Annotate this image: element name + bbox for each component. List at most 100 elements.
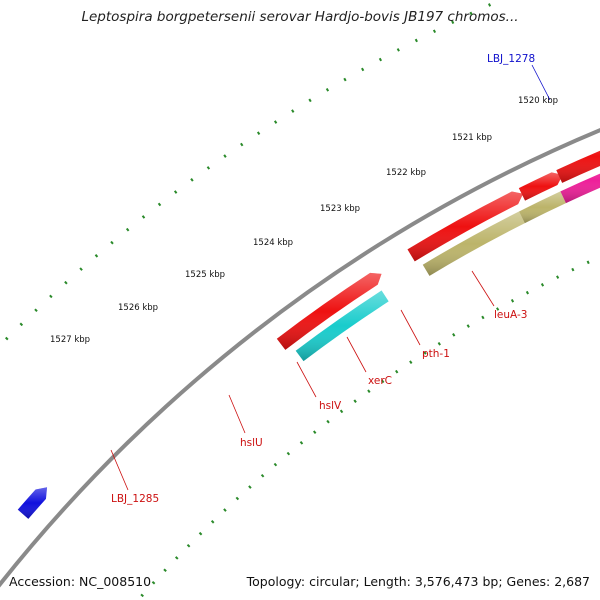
cds-block-0-shade [276, 272, 382, 350]
tick-mark-outer [34, 308, 38, 313]
gene-block-1-shade [422, 211, 525, 276]
tick-mark-outer [273, 120, 278, 124]
gene-label: hslV [319, 400, 342, 412]
kbp-tick-label: 1524 kbp [253, 238, 293, 248]
tick-mark-inner [381, 379, 385, 384]
tick-mark-outer [157, 202, 162, 207]
tick-mark-outer [308, 98, 312, 103]
gene-label: pth-1 [422, 348, 450, 360]
tick-mark-inner [260, 473, 265, 478]
tick-mark-inner [312, 430, 317, 434]
tick-mark-outer [125, 227, 130, 232]
tick-mark-outer [173, 190, 178, 194]
tick-mark-inner [186, 543, 191, 548]
backbone-group [0, 128, 600, 588]
tick-mark-outer [396, 48, 400, 52]
kbp-tick-label: 1523 kbp [320, 204, 360, 214]
tick-mark-inner [423, 351, 427, 355]
tick-mark-outer [432, 29, 437, 34]
tick-mark-outer [19, 322, 24, 327]
tick-mark-inner [210, 520, 215, 524]
tick-mark-inner [140, 593, 144, 598]
gene-block-0-shade [295, 290, 389, 362]
tick-mark-inner [223, 508, 227, 512]
tick-mark-inner [248, 485, 252, 489]
kbp-tick-label: 1525 kbp [185, 270, 225, 280]
tick-mark-outer [64, 280, 68, 285]
tick-mark-inner [466, 324, 470, 328]
leader-line [471, 270, 495, 307]
tick-mark-inner [198, 531, 203, 536]
tick-mark-inner [437, 341, 441, 346]
tick-mark-outer [223, 154, 227, 158]
leader-line [110, 449, 129, 491]
tick-mark-inner [540, 283, 545, 287]
tick-mark-outer [5, 336, 9, 341]
leader-line [346, 336, 367, 373]
kbp-tick-label: 1527 kbp [50, 335, 90, 345]
tick-mark-inner [409, 360, 413, 365]
tick-mark-outer [206, 166, 211, 170]
map-title: Leptospira borgpetersenii serovar Hardjo… [81, 9, 519, 25]
tick-mark-inner [586, 260, 590, 265]
accession-text: Accession: NC_008510 [9, 574, 152, 589]
tick-mark-inner [353, 399, 357, 403]
tick-mark-inner [151, 580, 156, 585]
tick-mark-outer [256, 131, 261, 135]
tick-mark-inner [273, 462, 278, 467]
tick-mark-outer [451, 20, 455, 25]
tick-mark-outer [49, 294, 53, 299]
leader-line [531, 64, 551, 101]
tick-mark-inner [556, 275, 560, 279]
tick-mark-inner [163, 568, 167, 573]
tick-mark-inner [235, 496, 240, 501]
tick-mark-inner [395, 369, 399, 374]
gene-label: leuA-3 [494, 309, 527, 321]
gene-label: LBJ_1278 [487, 53, 535, 65]
tick-mark-outer [141, 215, 146, 219]
kbp-tick-label: 1520 kbp [518, 96, 558, 106]
tick-mark-outer [378, 57, 383, 62]
features-group[interactable] [17, 0, 600, 519]
tick-mark-outer [325, 88, 330, 92]
leader-line [400, 309, 421, 346]
tick-mark-outer [361, 67, 365, 72]
tick-mark-inner [326, 419, 330, 424]
cds-block-3-shade [556, 150, 600, 183]
tick-mark-outer [414, 38, 418, 43]
tick-mark-outer [291, 109, 295, 113]
tick-mark-inner [286, 451, 291, 456]
gene-label: hslU [240, 437, 263, 449]
tick-mark-inner [367, 389, 371, 394]
tick-mark-inner [510, 298, 515, 303]
tick-mark-inner [571, 267, 575, 272]
tick-mark-outer [190, 178, 194, 182]
kbp-tick-label: 1522 kbp [386, 168, 426, 178]
tick-mark-inner [481, 315, 485, 320]
tick-mark-inner [452, 333, 456, 337]
labels-group: 1520 kbp 1521 kbp 1522 kbp 1523 kbp 1524 kbp… [50, 53, 558, 505]
tick-mark-outer [469, 11, 473, 16]
outer-feature-1-shade [17, 487, 48, 519]
tick-mark-inner [299, 441, 304, 445]
tick-mark-outer [343, 77, 347, 82]
tick-mark-outer [110, 240, 114, 245]
cds-block-2-shade [518, 172, 563, 201]
tick-mark-inner [339, 409, 344, 414]
tick-mark-inner [525, 290, 530, 295]
tick-mark-inner [174, 556, 179, 560]
leader-line [296, 361, 317, 398]
tick-mark-outer [94, 254, 99, 258]
tick-mark-outer [240, 142, 244, 147]
gene-block-2-shade [519, 191, 566, 224]
kbp-tick-label: 1521 kbp [452, 133, 492, 143]
topology-summary: Topology: circular; Length: 3,576,473 bp… [246, 574, 590, 589]
leader-line [228, 394, 246, 434]
gene-block-3-shade [560, 173, 600, 204]
tick-mark-outer [79, 267, 83, 271]
genome-backbone [0, 128, 600, 588]
gene-label: LBJ_1285 [111, 493, 159, 505]
tick-mark-inner [496, 307, 500, 311]
cds-block-1-shade [407, 191, 524, 262]
